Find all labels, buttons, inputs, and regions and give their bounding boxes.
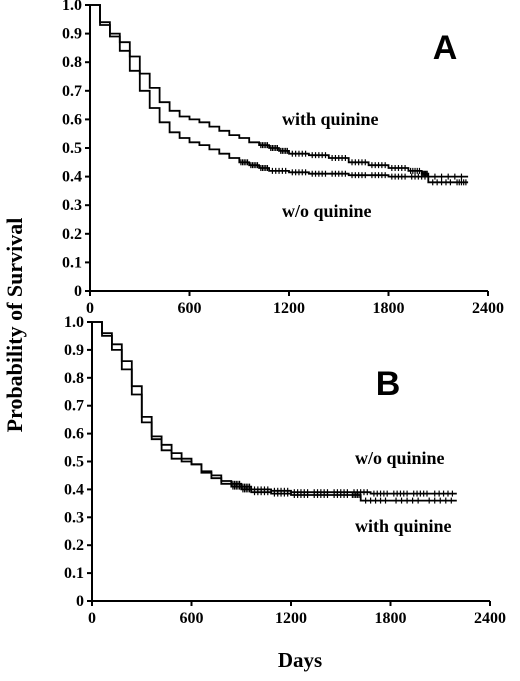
y-axis-label: Probability of Survival (2, 218, 27, 433)
y-tick-label: 0.1 (64, 565, 84, 582)
y-tick-label: 0.3 (64, 509, 84, 526)
panel-letter: A (433, 29, 458, 67)
x-tick-label: 2400 (474, 610, 506, 627)
y-tick-label: 0.7 (62, 83, 82, 100)
curve-annotation: w/o quinine (355, 448, 445, 468)
survival-curve-second (92, 321, 457, 502)
panel-a-chart: 0 0.1 0.2 0.3 0.4 0.5 0.6 0.7 0.8 0.9 1.0 0 600 1200 1… (62, 0, 504, 317)
x-axis-label: Days (278, 648, 322, 672)
x-tick-label: 600 (178, 300, 202, 317)
y-tick-label: 0.5 (64, 454, 84, 471)
y-tick-label: 0.2 (62, 226, 82, 243)
y-tick-label: 0.4 (62, 169, 82, 186)
y-tick-label: 0.7 (64, 398, 84, 415)
y-tick-label: 0.5 (62, 140, 82, 157)
x-tick-label: 0 (88, 610, 96, 627)
x-tick-label: 1800 (373, 300, 405, 317)
y-tick-label: 0.4 (64, 481, 84, 498)
curve-annotation: with quinine (282, 109, 379, 129)
y-tick-label: 0.6 (64, 426, 84, 443)
x-tick-label: 0 (86, 300, 94, 317)
curve-annotation: w/o quinine (282, 201, 372, 221)
y-tick-label: 0.1 (62, 254, 82, 271)
x-tick-label: 1800 (375, 610, 407, 627)
y-tick-label: 0 (76, 593, 84, 610)
y-tick-label: 0.9 (64, 342, 84, 359)
x-tick-label: 2400 (472, 300, 504, 317)
y-tick-label: 0.8 (64, 370, 84, 387)
y-tick-label: 0.3 (62, 197, 82, 214)
y-tick-label: 0.8 (62, 54, 82, 71)
x-tick-label: 600 (180, 610, 204, 627)
y-tick-label: 1.0 (64, 314, 84, 331)
x-tick-label: 1200 (273, 300, 305, 317)
y-tick-label: 0 (74, 283, 82, 300)
survival-curve-first (90, 4, 469, 184)
panel-b-chart: 0 0.1 0.2 0.3 0.4 0.5 0.6 0.7 0.8 0.9 1.0 0 600 1200 1… (64, 314, 506, 627)
y-tick-label: 0.6 (62, 111, 82, 128)
y-tick-label: 1.0 (62, 0, 82, 14)
y-tick-label: 0.2 (64, 537, 84, 554)
y-tick-label: 0.9 (62, 26, 82, 43)
curve-annotation: with quinine (355, 516, 452, 536)
x-tick-label: 1200 (275, 610, 307, 627)
panel-letter: B (376, 365, 401, 403)
